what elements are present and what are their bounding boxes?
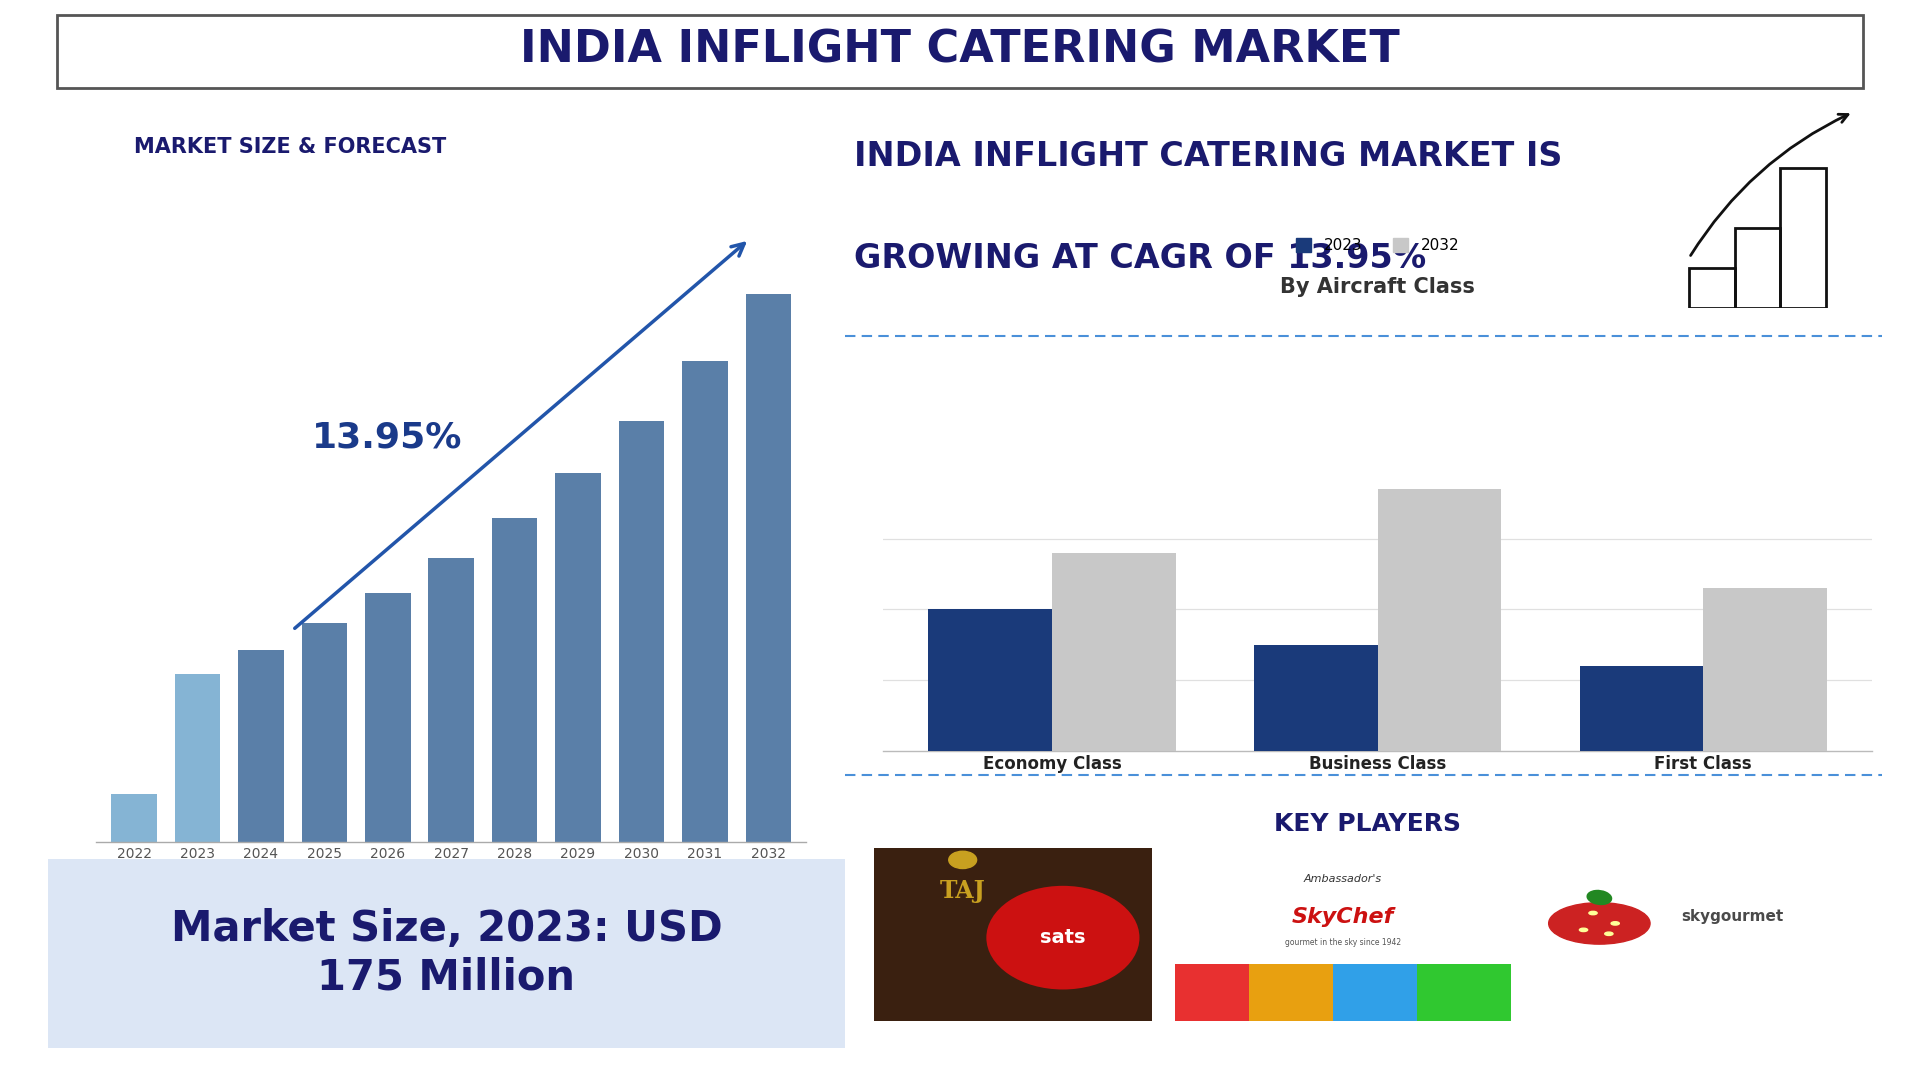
Bar <box>927 609 1052 751</box>
Bar <box>1703 589 1828 751</box>
FancyBboxPatch shape <box>1417 963 1521 1026</box>
Bar <box>682 361 728 842</box>
Text: Market Size, 2023: USD
175 Million: Market Size, 2023: USD 175 Million <box>171 908 722 998</box>
Text: TAJ: TAJ <box>939 879 985 903</box>
Circle shape <box>1590 912 1597 915</box>
Bar <box>365 593 411 842</box>
Bar <box>1377 489 1501 751</box>
Ellipse shape <box>987 886 1139 989</box>
Circle shape <box>948 851 977 868</box>
Text: sats: sats <box>1041 928 1085 947</box>
Circle shape <box>1580 928 1588 932</box>
Text: INDIA INFLIGHT CATERING MARKET: INDIA INFLIGHT CATERING MARKET <box>520 28 1400 71</box>
Bar <box>111 795 157 842</box>
FancyBboxPatch shape <box>48 859 845 1048</box>
Ellipse shape <box>1586 890 1613 905</box>
Bar <box>1580 666 1703 751</box>
Bar <box>175 674 221 842</box>
Bar <box>428 558 474 842</box>
Circle shape <box>1611 921 1619 926</box>
Text: MARKET SIZE & FORECAST: MARKET SIZE & FORECAST <box>134 136 447 157</box>
Bar <box>1052 553 1175 751</box>
Text: Ambassador's: Ambassador's <box>1304 874 1382 883</box>
Text: skygourmet: skygourmet <box>1682 909 1784 924</box>
Bar <box>301 623 348 842</box>
Bar <box>1736 228 1780 308</box>
Text: KEY PLAYERS: KEY PLAYERS <box>1275 811 1461 836</box>
Bar <box>238 650 284 842</box>
Bar <box>1690 268 1734 308</box>
Circle shape <box>1605 932 1613 935</box>
FancyBboxPatch shape <box>1332 963 1436 1026</box>
FancyBboxPatch shape <box>58 15 1862 87</box>
Text: 13.95%: 13.95% <box>311 420 463 455</box>
Title: By Aircraft Class: By Aircraft Class <box>1281 276 1475 297</box>
Legend: 2023, 2032: 2023, 2032 <box>1290 232 1465 259</box>
Bar <box>1254 645 1377 751</box>
Text: INDIA INFLIGHT CATERING MARKET IS: INDIA INFLIGHT CATERING MARKET IS <box>854 140 1563 173</box>
Text: gourmet in the sky since 1942: gourmet in the sky since 1942 <box>1284 939 1402 947</box>
Circle shape <box>1549 903 1649 944</box>
Bar <box>618 421 664 842</box>
FancyBboxPatch shape <box>1248 963 1354 1026</box>
Bar <box>555 473 601 842</box>
FancyBboxPatch shape <box>1165 963 1269 1026</box>
Bar <box>1780 167 1826 308</box>
Bar <box>745 294 791 842</box>
Text: GROWING AT CAGR OF 13.95%: GROWING AT CAGR OF 13.95% <box>854 243 1427 275</box>
Bar <box>492 517 538 842</box>
Text: SkyChef: SkyChef <box>1292 907 1394 927</box>
